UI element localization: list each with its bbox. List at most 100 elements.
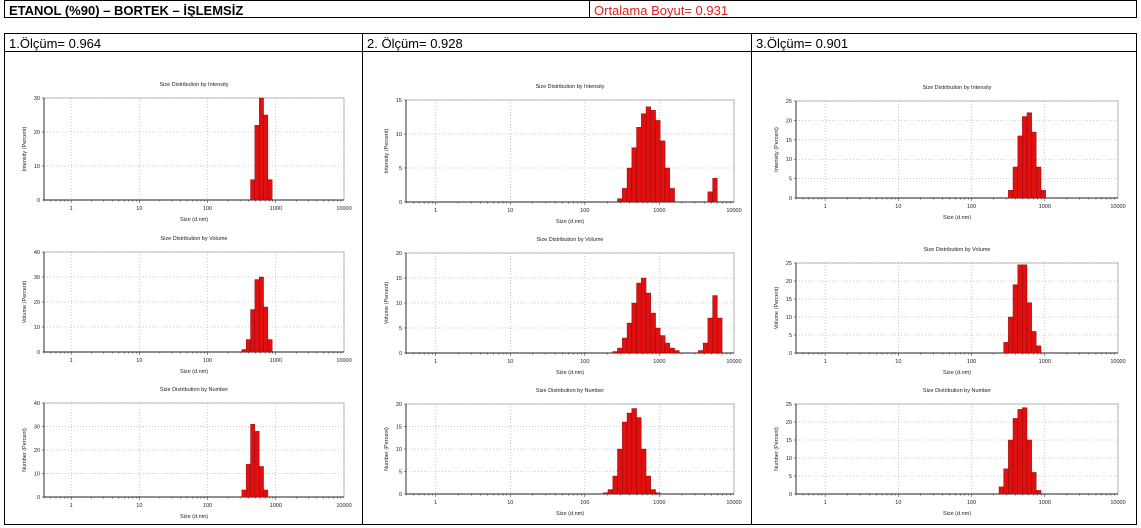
chart-4-bar [707,317,713,354]
chart-7-xtick-label: 1000 [1039,359,1051,365]
chart-7-bar [1031,331,1037,354]
chart-7-xtick-label: 100 [967,359,976,365]
measurement-3-label: 3.Ölçüm= 0.901 [751,33,1137,52]
chart-1-ytick-label: 10 [34,325,40,331]
chart-4-bar [655,327,661,354]
chart-5-bar [655,492,661,495]
chart-2-bar [241,489,247,498]
chart-5-ytick-label: 15 [396,425,402,431]
chart-2-ytick-label: 10 [34,472,40,478]
chart-4-xtick-label: 1 [434,359,437,365]
chart-3-bar [655,120,661,203]
chart-5-ylabel: Number (Percent) [384,427,390,471]
chart-6-xtick-label: 1 [824,204,827,210]
chart-3-bar [645,106,651,203]
measurement-1-cell [4,51,363,525]
chart-5-bar [607,489,613,495]
chart-4-bar [641,277,647,354]
chart-6-bar [1040,190,1046,199]
chart-0-ytick-label: 10 [34,164,40,170]
chart-1-bar [254,279,260,353]
chart-1-xtick-label: 10000 [336,358,351,364]
chart-3-bar [650,110,656,203]
chart-5-ytick-label: 0 [399,492,402,498]
chart-2-title: Size Distribution by Number [160,387,228,393]
chart-3-bar [660,140,666,203]
chart-1-ytick-label: 40 [34,250,40,256]
chart-5-bar [650,489,656,495]
chart-4-bar [712,295,718,354]
chart-1-bar [267,339,273,353]
chart-8-bar [1017,409,1023,495]
chart-0-bar [263,114,269,201]
chart-1-xtick-label: 10 [136,358,142,364]
chart-8-bar [998,486,1004,495]
chart-4-bar [636,282,642,354]
chart-1-bar [241,349,247,353]
chart-4-xlabel: Size (d.nm) [556,370,584,376]
chart-8-bar [1008,439,1014,495]
chart-3-ytick-label: 10 [396,132,402,138]
chart-0-title: Size Distribution by Intensity [159,82,228,88]
chart-6-bar [1022,116,1028,199]
chart-8-xtick-label: 1 [824,500,827,506]
chart-4-ytick-label: 0 [399,351,402,357]
chart-4-xtick-label: 10 [507,359,513,365]
chart-3-frame [405,99,735,203]
chart-3-title: Size Distribution by Intensity [535,84,604,90]
chart-4-bar [631,302,637,354]
chart-7-title: Size Distribution by Volume [924,247,991,253]
chart-2-xtick-label: 1000 [270,503,282,509]
chart-8-bar [1022,407,1028,495]
chart-4-bar [660,335,666,354]
chart-0-ytick-label: 0 [37,198,40,204]
chart-4-bar [622,337,628,354]
chart-3-bar [669,188,675,203]
chart-7-bar [1026,302,1032,354]
chart-4-bar [626,322,632,354]
chart-3-ytick-label: 0 [399,200,402,206]
chart-8-bar [1031,472,1037,495]
chart-5-xtick-label: 1000 [653,500,665,506]
chart-6-xlabel: Size (d.nm) [943,215,971,221]
chart-4-frame [405,252,735,354]
chart-6-bar [1012,166,1018,199]
chart-4-bar [664,342,671,354]
chart-5-bar [612,475,618,495]
chart-4-xtick-label: 10000 [726,359,741,365]
chart-5-ytick-label: 20 [396,402,402,408]
chart-0-xtick-label: 100 [203,206,212,212]
chart-8-xtick-label: 100 [967,500,976,506]
chart-3-xtick-label: 1000 [653,208,665,214]
chart-4-bar [669,347,675,354]
chart-7-bar [1036,345,1042,354]
chart-3-bar [636,127,642,203]
chart-8-bar [1036,490,1042,495]
chart-8-ytick-label: 10 [786,456,792,462]
chart-6-bar [1026,112,1032,199]
chart-8-bar [1003,468,1009,495]
m1-volume-chart: Size Distribution by Volume 0 10 20 30 40 1 10 1… [22,236,352,375]
chart-2-ylabel: Number (Percent) [22,428,28,472]
chart-6-ytick-label: 10 [786,157,792,163]
chart-3-bar [707,191,713,203]
chart-7-bar [1012,284,1018,354]
chart-3-xtick-label: 1 [434,208,437,214]
chart-2-bar [250,423,256,498]
chart-0-xlabel: Size (d.nm) [180,217,208,223]
chart-8-xlabel: Size (d.nm) [943,511,971,517]
chart-6-xtick-label: 10000 [1110,204,1125,210]
chart-5-bar [626,412,632,495]
chart-1-bar [245,339,251,353]
chart-7-frame [795,262,1119,354]
measurement-1-label: 1.Ölçüm= 0.964 [4,33,363,52]
chart-5-ytick-label: 5 [399,470,402,476]
chart-3-xtick-label: 10 [507,208,513,214]
chart-5-bar [603,492,609,495]
chart-4-ytick-label: 10 [396,301,402,307]
chart-1-ylabel: Volume (Percent) [22,281,28,324]
chart-4-xtick-label: 1000 [653,359,665,365]
chart-6-ytick-label: 25 [786,99,792,105]
chart-2-bar [245,463,251,498]
chart-1-xtick-label: 100 [203,358,212,364]
